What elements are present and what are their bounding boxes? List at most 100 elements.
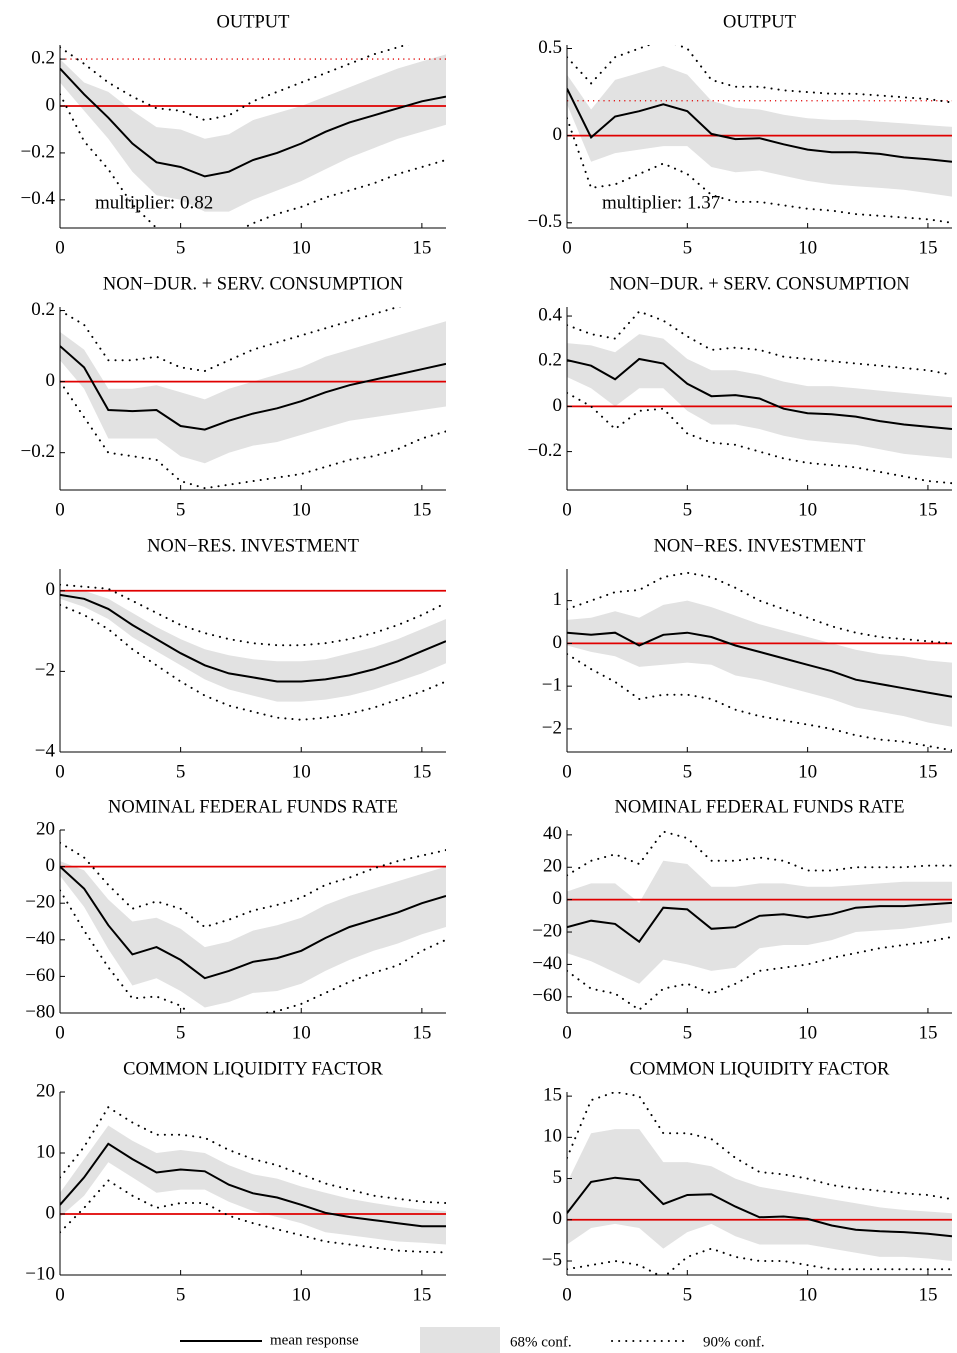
x-tick-label: 0 — [55, 761, 65, 782]
plot-area — [60, 1105, 446, 1254]
x-tick-label: 15 — [918, 1022, 937, 1043]
mean-line — [60, 345, 446, 431]
panel-title: NON−DUR. + SERV. CONSUMPTION — [103, 274, 403, 294]
y-tick-label: −0.5 — [528, 211, 562, 232]
band-68 — [567, 600, 952, 727]
panel-title: NOMINAL FEDERAL FUNDS RATE — [614, 797, 904, 817]
x-tick-label: 15 — [412, 499, 431, 520]
x-tick-label: 5 — [176, 499, 186, 520]
panel-title: NON−RES. INVESTMENT — [654, 536, 866, 556]
y-tick-label: 0 — [46, 1202, 56, 1223]
band-68 — [60, 54, 446, 212]
band-90-lower — [60, 93, 446, 228]
y-tick-label: −0.2 — [528, 440, 562, 461]
annotation: multiplier: 0.82 — [95, 192, 213, 213]
y-tick-label: −60 — [532, 985, 562, 1006]
x-tick-label: 5 — [176, 761, 186, 782]
y-tick-label: 0.5 — [538, 37, 562, 58]
panel: −4 −2 0 0 5 10 15 NON−RES. INVESTMENT — [35, 536, 446, 782]
x-tick-label: 10 — [292, 499, 311, 520]
band-68 — [60, 321, 446, 464]
y-tick-label: −80 — [25, 1001, 55, 1022]
band-68 — [60, 590, 446, 702]
mean-line — [60, 67, 446, 178]
y-tick-label: 0 — [46, 94, 56, 115]
band-90-lower — [567, 391, 952, 485]
panel: −0.2 0 0.2 0 5 10 15 NON−DUR. + SERV. CONSUMPTI… — [21, 274, 446, 520]
plot-area — [567, 310, 952, 485]
band-68 — [567, 65, 952, 197]
plot-area — [567, 1092, 952, 1275]
y-tick-label: 0 — [553, 888, 563, 909]
x-tick-label: 10 — [798, 761, 817, 782]
panel-title: OUTPUT — [217, 12, 290, 32]
panel-title: COMMON LIQUIDITY FACTOR — [123, 1059, 383, 1079]
x-tick-label: 10 — [292, 1022, 311, 1043]
annotation: multiplier: 1.37 — [602, 192, 720, 213]
x-tick-label: 5 — [683, 761, 693, 782]
y-tick-label: 1 — [553, 589, 563, 610]
band-68 — [60, 861, 446, 1008]
y-tick-label: 40 — [543, 823, 562, 844]
y-tick-label: 15 — [543, 1084, 562, 1105]
y-tick-label: 5 — [553, 1167, 563, 1188]
y-tick-label: −60 — [25, 965, 55, 986]
mean-line — [60, 865, 446, 980]
y-tick-label: −20 — [25, 892, 55, 913]
legend-label: mean response — [270, 1332, 359, 1348]
y-tick-label: −20 — [532, 920, 562, 941]
plot-area — [60, 841, 446, 1013]
x-tick-label: 15 — [918, 1284, 937, 1305]
y-tick-label: 0 — [553, 395, 563, 416]
y-tick-label: 0.2 — [31, 299, 55, 320]
y-tick-label: 0 — [46, 855, 56, 876]
y-tick-label: 0.4 — [538, 304, 562, 325]
y-tick-label: 10 — [36, 1141, 55, 1162]
mean-line — [567, 901, 952, 944]
mean-line — [567, 88, 952, 163]
y-tick-label: −4 — [35, 740, 56, 761]
legend-swatch-band68 — [420, 1327, 500, 1353]
y-tick-label: −40 — [25, 928, 55, 949]
x-tick-label: 0 — [562, 499, 572, 520]
legend: mean response 68% conf. 90% conf. — [180, 1327, 765, 1353]
band-68 — [567, 1129, 952, 1261]
y-tick-label: −2 — [542, 717, 562, 738]
panel: −0.2 0 0.2 0.4 0 5 10 15 NON−DUR. + SERV. CONSUM… — [528, 274, 952, 520]
y-tick-label: 20 — [543, 856, 562, 877]
y-tick-label: 0 — [46, 579, 56, 600]
x-tick-label: 5 — [683, 1284, 693, 1305]
y-tick-label: 0.2 — [31, 47, 55, 68]
x-tick-label: 15 — [412, 1284, 431, 1305]
band-90-upper — [60, 583, 446, 647]
panel: −80 −60 −40 −20 0 20 0 5 10 15 NOMINAL FEDERAL FUN… — [25, 797, 446, 1043]
x-tick-label: 0 — [55, 1284, 65, 1305]
panel-title: COMMON LIQUIDITY FACTOR — [630, 1059, 890, 1079]
x-tick-label: 0 — [55, 237, 65, 258]
y-tick-label: 0 — [46, 370, 56, 391]
y-tick-label: −1 — [542, 675, 562, 696]
band-90-upper — [60, 1105, 446, 1204]
x-tick-label: 15 — [918, 761, 937, 782]
x-tick-label: 0 — [562, 761, 572, 782]
x-tick-label: 15 — [412, 761, 431, 782]
panel-title: OUTPUT — [723, 12, 796, 32]
y-tick-label: −40 — [532, 953, 562, 974]
x-tick-label: 0 — [562, 1284, 572, 1305]
x-tick-label: 10 — [798, 1284, 817, 1305]
band-90-lower — [567, 935, 952, 1012]
plot-area — [60, 45, 446, 228]
mean-line — [60, 1142, 446, 1228]
panel-title: NOMINAL FEDERAL FUNDS RATE — [108, 797, 398, 817]
x-tick-label: 5 — [176, 237, 186, 258]
plot-area — [567, 45, 952, 224]
y-tick-label: 20 — [36, 818, 55, 839]
band-68 — [567, 334, 952, 459]
y-tick-label: −0.2 — [21, 441, 55, 462]
x-tick-label: 5 — [176, 1284, 186, 1305]
x-tick-label: 0 — [55, 1022, 65, 1043]
y-tick-label: 0 — [553, 632, 563, 653]
